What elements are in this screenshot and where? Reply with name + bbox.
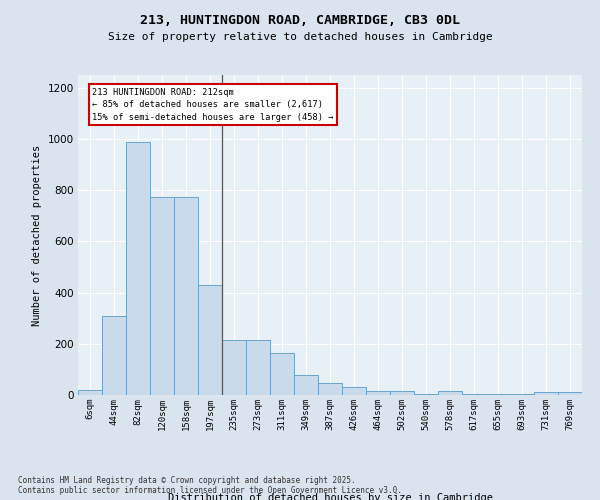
Bar <box>270 353 294 395</box>
Bar <box>150 196 174 395</box>
Bar <box>294 374 318 395</box>
Bar <box>462 394 486 395</box>
Bar <box>390 391 414 395</box>
Text: Contains HM Land Registry data © Crown copyright and database right 2025.
Contai: Contains HM Land Registry data © Crown c… <box>18 476 402 495</box>
Bar <box>198 285 222 395</box>
Text: Size of property relative to detached houses in Cambridge: Size of property relative to detached ho… <box>107 32 493 42</box>
Bar <box>558 392 582 395</box>
Bar <box>222 340 246 395</box>
Bar <box>366 391 390 395</box>
Bar <box>534 392 558 395</box>
Bar <box>438 391 462 395</box>
Y-axis label: Number of detached properties: Number of detached properties <box>32 144 42 326</box>
Text: 213 HUNTINGDON ROAD: 212sqm
← 85% of detached houses are smaller (2,617)
15% of : 213 HUNTINGDON ROAD: 212sqm ← 85% of det… <box>92 88 334 122</box>
Bar <box>246 340 270 395</box>
Bar <box>174 196 198 395</box>
Bar <box>102 316 126 395</box>
Bar <box>414 394 438 395</box>
Bar <box>486 394 510 395</box>
X-axis label: Distribution of detached houses by size in Cambridge: Distribution of detached houses by size … <box>167 492 493 500</box>
Bar <box>126 142 150 395</box>
Text: 213, HUNTINGDON ROAD, CAMBRIDGE, CB3 0DL: 213, HUNTINGDON ROAD, CAMBRIDGE, CB3 0DL <box>140 14 460 27</box>
Bar <box>78 390 102 395</box>
Bar <box>342 388 366 395</box>
Bar <box>318 384 342 395</box>
Bar <box>510 394 534 395</box>
